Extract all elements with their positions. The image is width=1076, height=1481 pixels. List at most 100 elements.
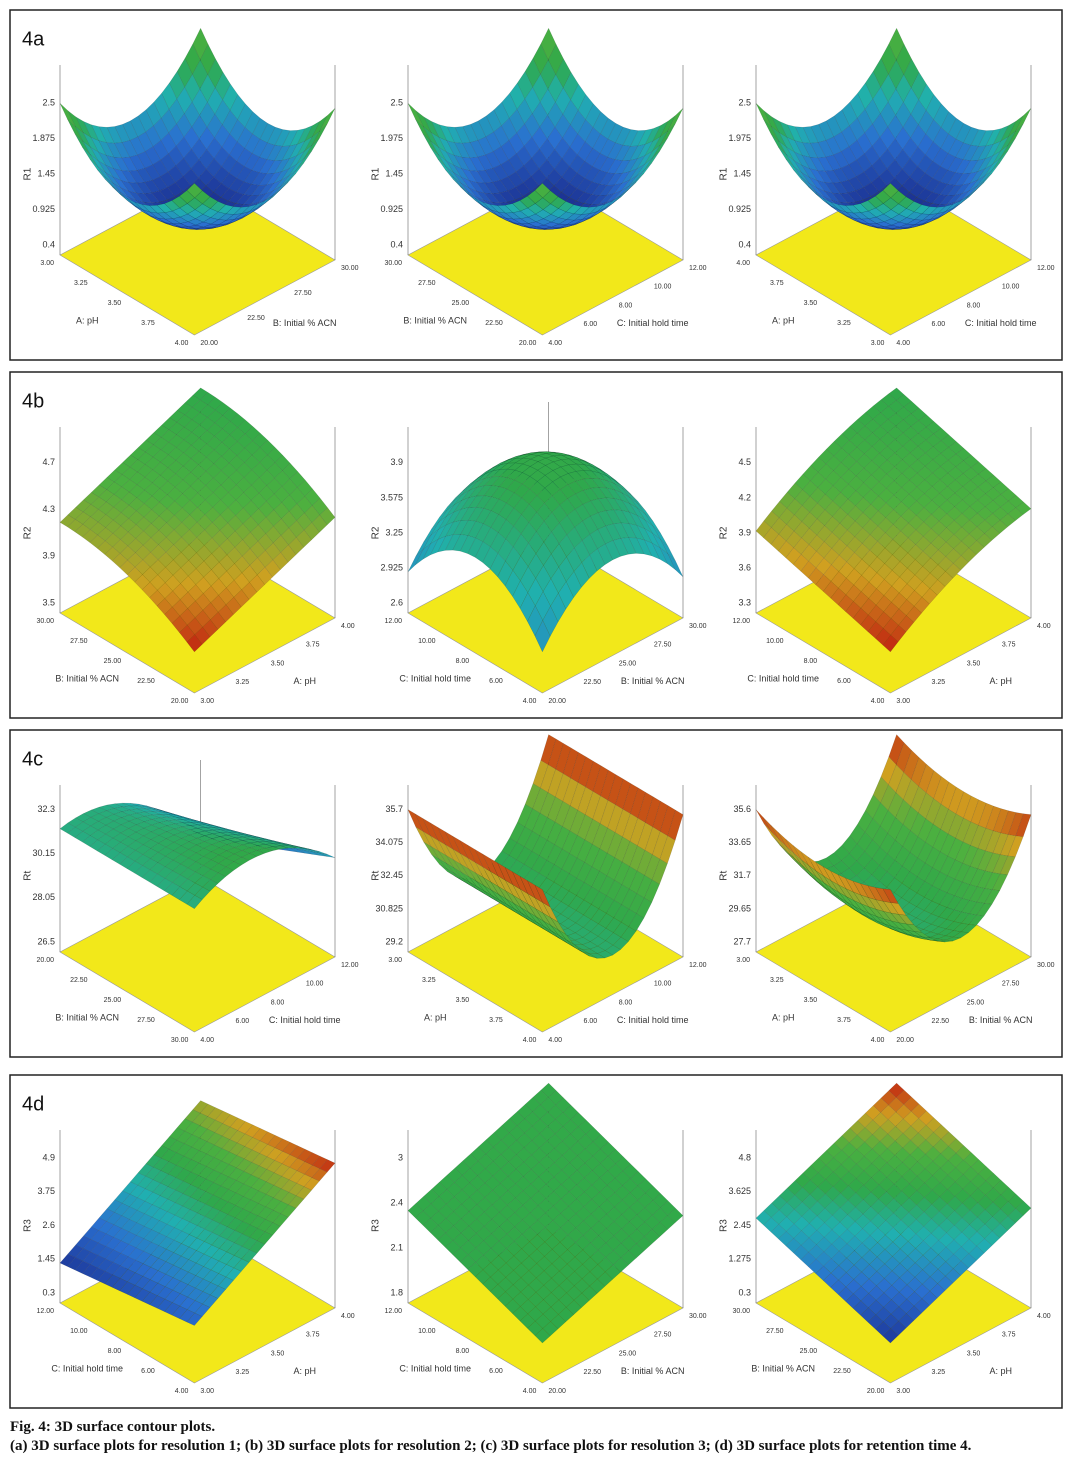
surface-cell bbox=[895, 419, 912, 434]
z-tick-label: 0.4 bbox=[738, 239, 751, 249]
surface-cell bbox=[534, 884, 551, 908]
left-axis-label: B: Initial % ACN bbox=[55, 673, 119, 683]
surface-cell bbox=[512, 1291, 529, 1307]
surface-cell bbox=[945, 548, 962, 564]
surface-cell bbox=[469, 884, 485, 895]
surface-cell bbox=[498, 894, 515, 909]
surface-cell bbox=[476, 880, 492, 896]
surface-cell bbox=[615, 126, 631, 146]
right-tick-label: 8.00 bbox=[271, 999, 285, 1006]
surface-cell bbox=[288, 1183, 305, 1196]
surface-cell bbox=[475, 862, 492, 883]
surface-cell bbox=[882, 888, 899, 904]
z-tick-label: 3.9 bbox=[42, 551, 55, 561]
right-tick-label: 25.00 bbox=[619, 1350, 637, 1357]
surface-cell bbox=[105, 814, 122, 822]
left-tick-label: 3.50 bbox=[108, 300, 122, 307]
surface-cell bbox=[407, 809, 424, 832]
right-tick-label: 3.50 bbox=[271, 1350, 285, 1357]
surface-cell bbox=[605, 932, 622, 946]
surface-cell bbox=[187, 197, 203, 210]
figure: 4a 2.5 1.875 1.45 0.925 0.4 R1 3.00 3.25 3.50 3.75… bbox=[9, 9, 1063, 1409]
surface-cell bbox=[438, 850, 454, 868]
z-tick-label: 3 bbox=[398, 1153, 403, 1163]
z-tick-label: 0.925 bbox=[728, 204, 751, 214]
surface-cell bbox=[1015, 501, 1032, 515]
surface-cell bbox=[871, 865, 888, 882]
surface-cell bbox=[195, 214, 212, 223]
left-tick-label: 4.00 bbox=[523, 1388, 537, 1395]
surface-cell bbox=[119, 856, 136, 869]
left-tick-label: 22.50 bbox=[833, 1368, 851, 1375]
z-tick-label: 3.5 bbox=[42, 597, 55, 607]
surface-cell bbox=[539, 840, 555, 861]
surface-cell bbox=[156, 878, 173, 892]
surface-cell bbox=[164, 218, 182, 224]
left-tick-label: 12.00 bbox=[384, 618, 402, 625]
surface-cell bbox=[172, 216, 189, 224]
surface-cell bbox=[119, 846, 136, 858]
surface-cell bbox=[924, 459, 941, 474]
right-tick-label: 25.00 bbox=[619, 660, 637, 667]
surface-cell bbox=[566, 939, 582, 952]
surface-cell bbox=[119, 1281, 136, 1295]
surface-cell bbox=[152, 140, 169, 161]
surface-cell bbox=[171, 1305, 188, 1319]
surface-cell bbox=[824, 532, 840, 549]
left-axis-label: B: Initial % ACN bbox=[403, 315, 467, 325]
surface-cell bbox=[296, 846, 312, 850]
surface-cell bbox=[801, 512, 818, 529]
left-tick-label: 10.00 bbox=[418, 638, 436, 645]
left-tick-label: 3.75 bbox=[141, 320, 155, 327]
left-tick-label: 25.00 bbox=[452, 300, 470, 307]
surface-cell bbox=[498, 886, 514, 904]
surface-cell bbox=[210, 1285, 226, 1299]
surface-cell bbox=[505, 890, 522, 908]
surface-cell bbox=[590, 498, 607, 513]
left-tick-label: 3.00 bbox=[40, 260, 54, 267]
surface-cell bbox=[190, 819, 207, 824]
surface-cell bbox=[194, 1303, 211, 1317]
surface-cell bbox=[266, 839, 282, 843]
surface-cell bbox=[512, 218, 530, 224]
surface-cell bbox=[467, 844, 484, 868]
surface-cell bbox=[145, 808, 161, 812]
surface-cell bbox=[613, 904, 630, 923]
surface-cell bbox=[104, 848, 121, 861]
surface-cell bbox=[892, 226, 908, 230]
surface-cell bbox=[461, 871, 477, 887]
left-tick-label: 25.00 bbox=[104, 997, 122, 1004]
surface-cell bbox=[816, 541, 832, 559]
surface-cell bbox=[908, 515, 924, 530]
right-tick-label: 3.25 bbox=[236, 1369, 250, 1376]
surface-cell bbox=[113, 806, 131, 812]
right-axis-label: A: pH bbox=[293, 676, 316, 686]
surface-cell bbox=[167, 816, 183, 821]
surface-cell bbox=[82, 1264, 98, 1278]
left-tick-label: 22.50 bbox=[485, 320, 503, 327]
left-tick-label: 22.50 bbox=[137, 678, 155, 685]
surface-cell bbox=[546, 864, 563, 883]
surface-cell bbox=[152, 176, 168, 192]
left-tick-label: 3.75 bbox=[770, 280, 784, 287]
left-axis-label: A: pH bbox=[424, 1012, 447, 1022]
left-tick-label: 25.00 bbox=[104, 658, 122, 665]
surface-cell bbox=[167, 1177, 184, 1191]
surface-cell bbox=[505, 879, 522, 901]
surface-cell bbox=[513, 903, 529, 918]
z-tick-label: 3.75 bbox=[37, 1186, 55, 1196]
surface-cell bbox=[489, 204, 506, 214]
right-tick-label: 3.25 bbox=[236, 679, 250, 686]
z-axis-label: R1 bbox=[23, 167, 34, 180]
right-tick-label: 4.00 bbox=[1037, 1313, 1051, 1320]
right-tick-label: 10.00 bbox=[306, 981, 324, 988]
surface-cell bbox=[876, 221, 893, 227]
surface-cell bbox=[89, 829, 106, 841]
surface-cell bbox=[233, 850, 250, 858]
surface-cell bbox=[484, 168, 501, 183]
surface-cell bbox=[970, 486, 986, 501]
surface-cell bbox=[113, 1215, 130, 1229]
left-axis-label: C: Initial hold time bbox=[51, 1363, 123, 1373]
surface-cell bbox=[90, 806, 107, 814]
surface-cell bbox=[520, 216, 537, 224]
